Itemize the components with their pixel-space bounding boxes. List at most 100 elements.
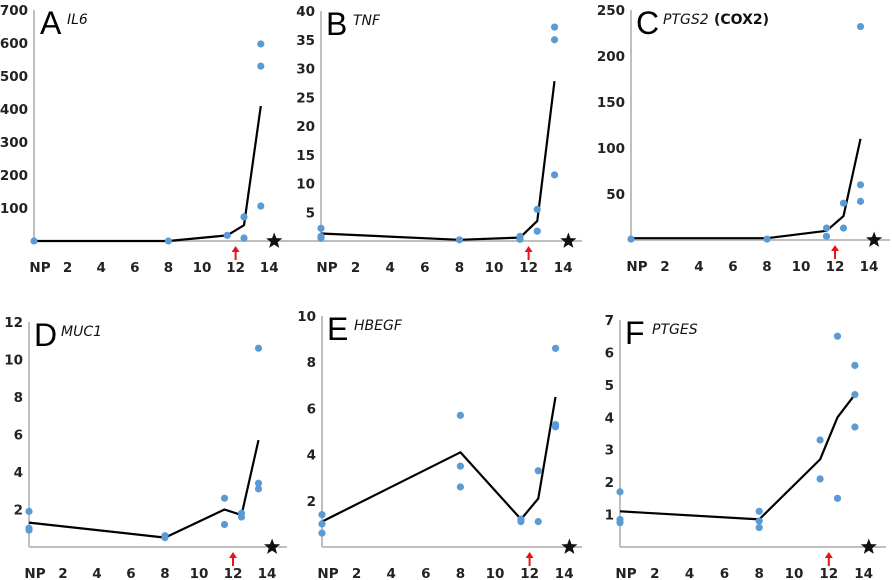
y-tick-label: 12 (4, 315, 23, 331)
panel-letter: B (326, 6, 347, 42)
star-icon (264, 538, 281, 554)
y-tick-label: 15 (296, 148, 315, 164)
data-point (220, 494, 229, 502)
x-tick-label: 8 (455, 260, 464, 276)
data-point (534, 467, 542, 475)
star-icon (866, 231, 883, 247)
data-point (851, 361, 859, 369)
x-tick-label: 4 (92, 566, 101, 580)
data-point (839, 199, 848, 207)
gene-title: PTGES (652, 322, 698, 338)
x-tick-label: 8 (762, 259, 771, 275)
y-tick-label: 2 (605, 475, 614, 491)
mean-line (320, 80, 556, 241)
data-point (816, 475, 824, 483)
data-point (856, 197, 865, 205)
mean-line (631, 138, 862, 240)
arrow-up-icon (525, 552, 534, 566)
panel-letter: D (34, 317, 57, 353)
x-tick-label: 2 (352, 566, 361, 580)
y-tick-label: 3 (605, 443, 614, 459)
x-tick-label: 10 (485, 260, 504, 276)
y-tick-label: 5 (605, 378, 614, 394)
x-tick-label: 6 (130, 260, 139, 276)
data-point (25, 507, 33, 515)
data-point (550, 36, 559, 44)
x-tick-label: 6 (720, 566, 729, 580)
data-point (627, 235, 635, 243)
x-tick-label: 2 (58, 566, 67, 580)
y-tick-label: 250 (597, 3, 625, 19)
data-point (851, 423, 859, 431)
y-tick-label: 4 (605, 410, 614, 426)
data-point (257, 40, 265, 48)
data-point (223, 231, 231, 239)
y-tick-label: 6 (605, 345, 614, 361)
data-point (839, 224, 848, 232)
y-tick-label: 40 (296, 4, 315, 20)
y-tick-label: 10 (297, 309, 316, 325)
y-tick-label: 100 (597, 141, 625, 157)
y-tick-label: 2 (307, 494, 316, 510)
data-point (755, 517, 763, 525)
x-tick-label: 14 (860, 259, 879, 275)
data-point (237, 513, 246, 521)
x-tick-label: 8 (160, 566, 169, 580)
x-tick-label: NP (626, 259, 647, 275)
data-point (240, 234, 248, 242)
y-tick-label: 4 (307, 448, 316, 464)
data-point (254, 479, 263, 487)
x-tick-label: 8 (164, 260, 173, 276)
panel-e: 2 4 6 8 10 NP 2 4 6 8 10 12 14 E HBEGF (297, 309, 582, 580)
data-point (816, 436, 824, 444)
y-tick-label: 700 (0, 3, 28, 19)
mean-line (28, 439, 260, 539)
data-point (25, 526, 33, 534)
arrow-head (525, 552, 534, 558)
data-point (220, 520, 229, 529)
data-point (456, 411, 464, 419)
gene-title: MUC1 (61, 324, 102, 340)
panel-letter: C (636, 5, 659, 41)
x-tick-label: 10 (785, 566, 804, 580)
data-point (161, 534, 169, 542)
gene-title: HBEGF (354, 318, 403, 334)
x-tick-label: 12 (520, 566, 539, 580)
arrow-up-icon (229, 552, 237, 566)
x-tick-label: 14 (554, 260, 573, 276)
mean-line (34, 105, 262, 243)
x-tick-label: NP (29, 260, 50, 276)
data-point (822, 224, 831, 232)
x-tick-label: 4 (386, 566, 395, 580)
x-tick-label: 10 (190, 566, 209, 580)
x-tick-label: 4 (385, 260, 394, 276)
data-point (254, 485, 263, 493)
arrow-up-icon (824, 552, 833, 566)
x-tick-label: 4 (685, 566, 694, 580)
y-tick-label: 200 (0, 168, 28, 184)
data-point (455, 236, 463, 244)
data-point (533, 227, 541, 235)
y-tick-label: 20 (296, 119, 315, 135)
data-point (317, 234, 325, 242)
y-tick-label: 50 (606, 187, 625, 203)
panel-letter: E (327, 311, 348, 347)
data-point (833, 494, 842, 502)
y-tick-label: 300 (0, 135, 28, 151)
x-tick-label: 12 (226, 260, 245, 276)
x-tick-label: 12 (224, 566, 243, 580)
star-icon (266, 232, 283, 248)
data-point (616, 488, 624, 496)
y-tick-label: 500 (0, 69, 28, 85)
x-tick-label: 6 (421, 566, 430, 580)
y-tick-label: 200 (597, 49, 625, 65)
data-point (317, 224, 325, 232)
y-tick-label: 150 (597, 95, 625, 111)
y-tick-label: 30 (296, 62, 315, 78)
y-tick-label: 100 (0, 201, 28, 217)
x-tick-label: 12 (826, 259, 845, 275)
y-tick-label: 6 (307, 401, 316, 417)
x-tick-label: NP (24, 566, 45, 580)
mean-line (619, 393, 856, 521)
